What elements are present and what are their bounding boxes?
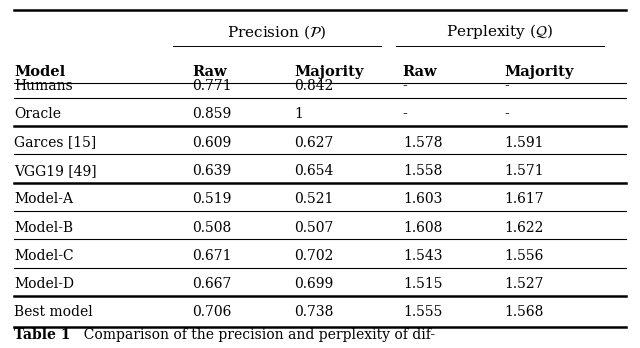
- Text: Model: Model: [14, 65, 65, 79]
- Text: -: -: [505, 107, 509, 121]
- Text: 0.654: 0.654: [294, 164, 334, 178]
- Text: VGG19 [49]: VGG19 [49]: [14, 164, 97, 178]
- Text: Raw: Raw: [403, 65, 438, 79]
- Text: 1.555: 1.555: [403, 306, 442, 319]
- Text: Model-B: Model-B: [14, 221, 73, 235]
- Text: 0.508: 0.508: [193, 221, 232, 235]
- Text: Best model: Best model: [14, 306, 93, 319]
- Text: 0.521: 0.521: [294, 192, 334, 206]
- Text: 1.591: 1.591: [505, 136, 544, 150]
- Text: 1.622: 1.622: [505, 221, 544, 235]
- Text: Oracle: Oracle: [14, 107, 61, 121]
- Text: 1.608: 1.608: [403, 221, 442, 235]
- Text: Humans: Humans: [14, 79, 73, 93]
- Text: Perplexity ($\mathcal{Q}$): Perplexity ($\mathcal{Q}$): [446, 22, 554, 41]
- Text: 0.842: 0.842: [294, 79, 334, 93]
- Text: Model-C: Model-C: [14, 249, 74, 263]
- Text: 1.578: 1.578: [403, 136, 442, 150]
- Text: 1.568: 1.568: [505, 306, 544, 319]
- Text: 1.571: 1.571: [505, 164, 545, 178]
- Text: 0.667: 0.667: [193, 277, 232, 291]
- Text: 1.527: 1.527: [505, 277, 544, 291]
- Text: 0.507: 0.507: [294, 221, 334, 235]
- Text: Raw: Raw: [193, 65, 227, 79]
- Text: 1.603: 1.603: [403, 192, 442, 206]
- Text: Model-A: Model-A: [14, 192, 73, 206]
- Text: Table 1: Table 1: [14, 327, 70, 342]
- Text: Model-D: Model-D: [14, 277, 74, 291]
- Text: -: -: [403, 107, 408, 121]
- Text: 0.519: 0.519: [193, 192, 232, 206]
- Text: 0.609: 0.609: [193, 136, 232, 150]
- Text: 0.706: 0.706: [193, 306, 232, 319]
- Text: 1.543: 1.543: [403, 249, 442, 263]
- Text: 0.771: 0.771: [193, 79, 232, 93]
- Text: 0.639: 0.639: [193, 164, 232, 178]
- Text: 1.617: 1.617: [505, 192, 545, 206]
- Text: Precision ($\mathcal{P}$): Precision ($\mathcal{P}$): [227, 23, 326, 41]
- Text: Majority: Majority: [294, 65, 364, 79]
- Text: 0.702: 0.702: [294, 249, 334, 263]
- Text: 1.515: 1.515: [403, 277, 442, 291]
- Text: 0.671: 0.671: [193, 249, 232, 263]
- Text: 1.556: 1.556: [505, 249, 544, 263]
- Text: Majority: Majority: [505, 65, 574, 79]
- Text: Garces [15]: Garces [15]: [14, 136, 97, 150]
- Text: 0.627: 0.627: [294, 136, 334, 150]
- Text: -: -: [505, 79, 509, 93]
- Text: 0.738: 0.738: [294, 306, 334, 319]
- Text: 0.859: 0.859: [193, 107, 232, 121]
- Text: -: -: [403, 79, 408, 93]
- Text: 1.558: 1.558: [403, 164, 442, 178]
- Text: Comparison of the precision and perplexity of dif-: Comparison of the precision and perplexi…: [75, 327, 435, 342]
- Text: 1: 1: [294, 107, 303, 121]
- Text: 0.699: 0.699: [294, 277, 334, 291]
